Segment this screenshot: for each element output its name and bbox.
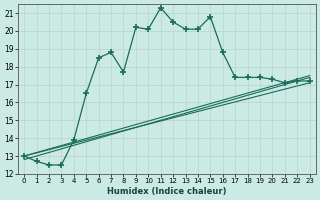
X-axis label: Humidex (Indice chaleur): Humidex (Indice chaleur) bbox=[107, 187, 227, 196]
